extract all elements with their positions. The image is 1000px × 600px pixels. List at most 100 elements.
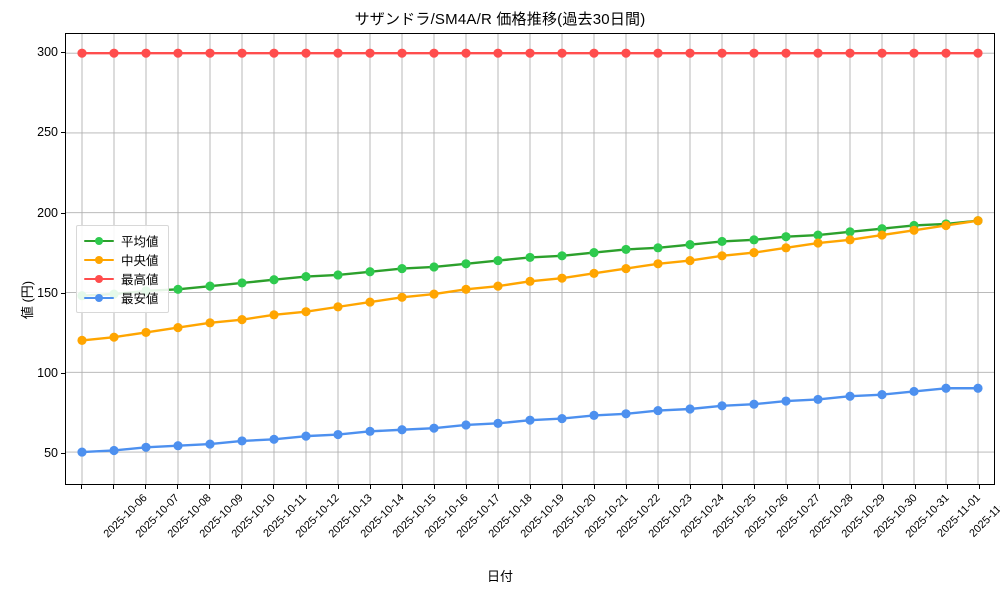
series-0-point-18 (653, 243, 663, 253)
series-0-point-7 (301, 271, 311, 282)
series-1-point-23 (813, 238, 823, 248)
series-2-point-12 (461, 48, 471, 58)
series-1-point-8 (333, 302, 343, 312)
series-2-point-13 (493, 48, 503, 58)
chart-title: サザンドラ/SM4A/R 価格推移(過去30日間) (354, 11, 646, 28)
chart-legend: 平均値 中央値 最高値 (76, 225, 169, 313)
series-1-point-25 (877, 230, 887, 240)
y-axis-tick-labels: 50 100 150 200 250 300 (10, 0, 58, 600)
series-1-point-28 (973, 216, 983, 226)
series-2-point-7 (301, 48, 311, 58)
series-3-point-19 (685, 404, 695, 414)
series-2-point-5 (237, 48, 247, 58)
legend-item-3[interactable]: 最安値 (84, 288, 159, 307)
legend-item-0[interactable]: 平均値 (84, 231, 159, 250)
series-3-point-2 (141, 442, 151, 452)
y-tick-label: 150 (37, 285, 58, 300)
series-0-point-24 (845, 227, 855, 237)
series-0-point-8 (333, 270, 343, 280)
series-1-point-4 (205, 318, 215, 328)
legend-label: 平均値 (121, 235, 159, 249)
series-0-point-6 (269, 275, 279, 285)
series-3-point-10 (397, 425, 407, 435)
series-2-point-6 (269, 48, 279, 58)
series-3-point-14 (525, 415, 535, 425)
series-2-point-11 (429, 48, 439, 58)
series-1-point-11 (429, 289, 439, 299)
series-2-point-10 (397, 48, 407, 58)
series-3-point-7 (301, 431, 311, 441)
x-axis-label: 日付 (486, 569, 513, 584)
legend-label: 最高値 (121, 273, 159, 287)
series-3-point-21 (749, 399, 759, 409)
series-1-point-9 (365, 297, 375, 307)
series-0-point-5 (237, 278, 247, 288)
legend-swatch-icon (84, 292, 114, 304)
series-1-point-24 (845, 235, 855, 245)
y-tick-label: 250 (37, 125, 58, 140)
y-tick-label: 50 (44, 445, 58, 460)
series-1-point-3 (173, 323, 183, 333)
series-2-point-4 (205, 48, 215, 58)
series-2-point-23 (813, 48, 823, 58)
series-1-point-1 (109, 332, 119, 342)
series-1-point-13 (493, 281, 503, 291)
series-0-point-19 (685, 240, 695, 250)
series-0-point-17 (621, 244, 631, 255)
series-2-point-17 (621, 48, 631, 58)
series-1-point-17 (621, 263, 631, 274)
series-0-point-12 (461, 259, 471, 269)
series-1-point-26 (909, 225, 919, 235)
series-2-point-3 (173, 48, 183, 58)
series-1-point-19 (685, 256, 695, 266)
series-3-point-12 (461, 420, 471, 430)
series-3-point-0 (77, 447, 87, 457)
series-0-point-25 (877, 224, 887, 234)
series-3-point-15 (557, 413, 567, 424)
series-1-point-20 (717, 251, 727, 261)
series-3-point-13 (493, 418, 503, 428)
series-layer (77, 48, 983, 457)
gridlines (66, 34, 994, 484)
series-1-point-5 (237, 315, 247, 325)
series-2-point-25 (877, 48, 887, 58)
series-1-point-7 (301, 307, 311, 317)
y-tick-label: 100 (37, 365, 58, 380)
series-3-point-8 (333, 429, 343, 440)
series-1-point-21 (749, 248, 759, 258)
series-3-point-3 (173, 441, 183, 451)
series-2-point-28 (973, 48, 983, 58)
series-1-point-22 (781, 243, 791, 253)
series-2-point-21 (749, 48, 759, 58)
series-1-point-16 (589, 268, 599, 278)
series-3-point-27 (941, 383, 951, 393)
series-2-point-14 (525, 48, 535, 58)
series-3-point-11 (429, 423, 439, 433)
legend-item-1[interactable]: 中央値 (84, 250, 159, 269)
series-2-point-24 (845, 48, 855, 58)
series-2-point-20 (717, 48, 727, 58)
series-3-point-1 (109, 445, 119, 456)
series-1-point-6 (269, 310, 279, 320)
legend-item-2[interactable]: 最高値 (84, 269, 159, 288)
legend-label: 中央値 (121, 254, 159, 268)
series-1-point-12 (461, 284, 471, 294)
series-0-point-14 (525, 252, 535, 262)
series-3-point-16 (589, 410, 599, 420)
series-3-point-23 (813, 394, 823, 405)
series-3-point-24 (845, 391, 855, 401)
series-0-point-21 (749, 235, 759, 245)
series-2-point-22 (781, 48, 791, 58)
series-0-point-3 (173, 284, 183, 294)
legend-swatch-icon (84, 254, 114, 266)
series-0-point-13 (493, 256, 503, 266)
series-3-point-20 (717, 401, 727, 411)
series-2-point-15 (557, 48, 567, 58)
series-1-point-27 (941, 220, 951, 231)
series-1-point-0 (77, 335, 87, 345)
plot-area (65, 33, 995, 485)
series-2-point-1 (109, 48, 119, 58)
series-3-point-18 (653, 406, 663, 416)
y-tick-label: 200 (37, 205, 58, 220)
